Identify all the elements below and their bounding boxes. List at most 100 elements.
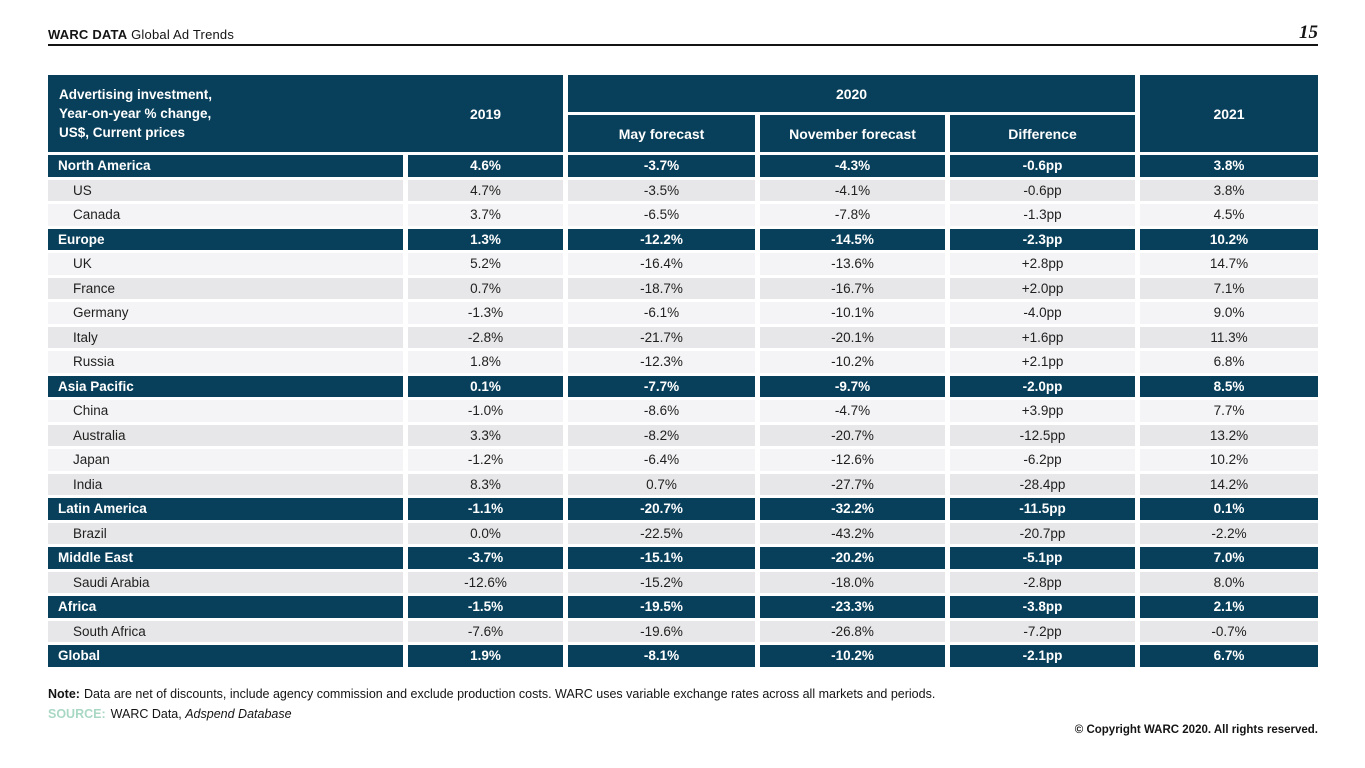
row-label: US bbox=[48, 179, 403, 201]
column-header-2020: 2020 bbox=[568, 75, 1136, 112]
brand-name: WARC DATA bbox=[48, 27, 128, 42]
row-value: -26.8% bbox=[760, 620, 946, 642]
row-value: -43.2% bbox=[760, 522, 946, 544]
row-label: Africa bbox=[48, 596, 403, 618]
column-header-difference: Difference bbox=[950, 115, 1136, 152]
table-title-cell: Advertising investment, Year-on-year % c… bbox=[48, 75, 564, 152]
row-value: -3.8pp bbox=[950, 596, 1136, 618]
table-row: Australia 3.3% -8.2% -20.7% -12.5pp 13.2… bbox=[48, 424, 1319, 446]
row-value: -12.2% bbox=[568, 228, 756, 250]
row-value: -1.5% bbox=[408, 596, 564, 618]
row-label: Australia bbox=[48, 424, 403, 446]
row-label: Italy bbox=[48, 326, 403, 348]
row-value: -2.2% bbox=[1140, 522, 1319, 544]
row-value: -7.6% bbox=[408, 620, 564, 642]
row-value: -6.4% bbox=[568, 449, 756, 471]
row-value: -27.7% bbox=[760, 473, 946, 495]
table-row: Canada 3.7% -6.5% -7.8% -1.3pp 4.5% bbox=[48, 204, 1319, 226]
table-row: Global 1.9% -8.1% -10.2% -2.1pp 6.7% bbox=[48, 645, 1319, 667]
table-row: Italy -2.8% -21.7% -20.1% +1.6pp 11.3% bbox=[48, 326, 1319, 348]
row-value: 1.8% bbox=[408, 351, 564, 373]
table-row: UK 5.2% -16.4% -13.6% +2.8pp 14.7% bbox=[48, 253, 1319, 275]
row-value: -8.6% bbox=[568, 400, 756, 422]
row-value: -22.5% bbox=[568, 522, 756, 544]
row-value: -32.2% bbox=[760, 498, 946, 520]
table-row: US 4.7% -3.5% -4.1% -0.6pp 3.8% bbox=[48, 179, 1319, 201]
row-value: +2.0pp bbox=[950, 277, 1136, 299]
row-value: -19.6% bbox=[568, 620, 756, 642]
row-value: -2.8pp bbox=[950, 571, 1136, 593]
row-value: -6.5% bbox=[568, 204, 756, 226]
row-value: 3.8% bbox=[1140, 179, 1319, 201]
row-value: -7.8% bbox=[760, 204, 946, 226]
row-value: 0.0% bbox=[408, 522, 564, 544]
row-value: -20.7% bbox=[568, 498, 756, 520]
row-label: Middle East bbox=[48, 547, 403, 569]
row-label: China bbox=[48, 400, 403, 422]
row-value: -13.6% bbox=[760, 253, 946, 275]
row-value: 11.3% bbox=[1140, 326, 1319, 348]
row-value: -23.3% bbox=[760, 596, 946, 618]
table-row: Africa -1.5% -19.5% -23.3% -3.8pp 2.1% bbox=[48, 596, 1319, 618]
row-value: -18.7% bbox=[568, 277, 756, 299]
row-label: Germany bbox=[48, 302, 403, 324]
row-value: -16.4% bbox=[568, 253, 756, 275]
row-value: 8.0% bbox=[1140, 571, 1319, 593]
row-value: -21.7% bbox=[568, 326, 756, 348]
row-value: -10.2% bbox=[760, 645, 946, 667]
page-top-bar: WARC DATA Global Ad Trends 15 bbox=[48, 20, 1318, 44]
row-value: -10.1% bbox=[760, 302, 946, 324]
row-value: +2.8pp bbox=[950, 253, 1136, 275]
row-value: 13.2% bbox=[1140, 424, 1319, 446]
table-row: Latin America -1.1% -20.7% -32.2% -11.5p… bbox=[48, 498, 1319, 520]
row-value: 8.5% bbox=[1140, 375, 1319, 397]
row-value: -5.1pp bbox=[950, 547, 1136, 569]
row-label: Japan bbox=[48, 449, 403, 471]
row-value: +2.1pp bbox=[950, 351, 1136, 373]
copyright-notice: © Copyright WARC 2020. All rights reserv… bbox=[1074, 724, 1318, 736]
footnote-label: Note: bbox=[48, 687, 80, 701]
row-value: 9.0% bbox=[1140, 302, 1319, 324]
row-value: -10.2% bbox=[760, 351, 946, 373]
row-value: -4.7% bbox=[760, 400, 946, 422]
row-value: -3.7% bbox=[408, 547, 564, 569]
footnote-text: Data are net of discounts, include agenc… bbox=[83, 687, 936, 701]
table-row: Saudi Arabia -12.6% -15.2% -18.0% -2.8pp… bbox=[48, 571, 1319, 593]
row-value: 5.2% bbox=[408, 253, 564, 275]
source-text: WARC Data, bbox=[110, 707, 182, 721]
row-value: -19.5% bbox=[568, 596, 756, 618]
table-row: Middle East -3.7% -15.1% -20.2% -5.1pp 7… bbox=[48, 547, 1319, 569]
row-value: 7.1% bbox=[1140, 277, 1319, 299]
row-value: 0.1% bbox=[408, 375, 564, 397]
row-value: 3.8% bbox=[1140, 155, 1319, 177]
column-header-may-forecast: May forecast bbox=[568, 115, 756, 152]
source-database: Adspend Database bbox=[185, 707, 292, 721]
row-value: 14.7% bbox=[1140, 253, 1319, 275]
table-row: China -1.0% -8.6% -4.7% +3.9pp 7.7% bbox=[48, 400, 1319, 422]
row-label: Saudi Arabia bbox=[48, 571, 403, 593]
row-label: South Africa bbox=[48, 620, 403, 642]
row-label: Canada bbox=[48, 204, 403, 226]
table-row: Asia Pacific 0.1% -7.7% -9.7% -2.0pp 8.5… bbox=[48, 375, 1319, 397]
row-value: -20.2% bbox=[760, 547, 946, 569]
row-value: -4.3% bbox=[760, 155, 946, 177]
row-value: -1.2% bbox=[408, 449, 564, 471]
row-value: 3.3% bbox=[408, 424, 564, 446]
row-value: 7.0% bbox=[1140, 547, 1319, 569]
column-header-2019: 2019 bbox=[469, 105, 502, 122]
row-value: -4.0pp bbox=[950, 302, 1136, 324]
row-value: -2.1pp bbox=[950, 645, 1136, 667]
page-number: 15 bbox=[1299, 22, 1318, 43]
row-value: -0.6pp bbox=[950, 155, 1136, 177]
report-subtitle: Global Ad Trends bbox=[131, 27, 235, 42]
column-header-november-forecast: November forecast bbox=[760, 115, 946, 152]
row-value: 4.5% bbox=[1140, 204, 1319, 226]
row-value: -6.1% bbox=[568, 302, 756, 324]
row-label: North America bbox=[48, 155, 403, 177]
row-value: -8.2% bbox=[568, 424, 756, 446]
row-value: -9.7% bbox=[760, 375, 946, 397]
table-title-line: Advertising investment, bbox=[59, 86, 213, 102]
source-line: SOURCE: WARC Data, Adspend Database bbox=[48, 707, 292, 721]
row-value: 8.3% bbox=[408, 473, 564, 495]
